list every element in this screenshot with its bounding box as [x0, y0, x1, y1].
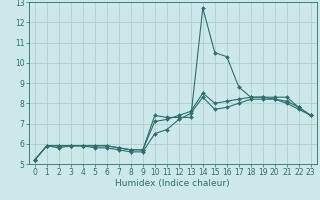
X-axis label: Humidex (Indice chaleur): Humidex (Indice chaleur) [116, 179, 230, 188]
